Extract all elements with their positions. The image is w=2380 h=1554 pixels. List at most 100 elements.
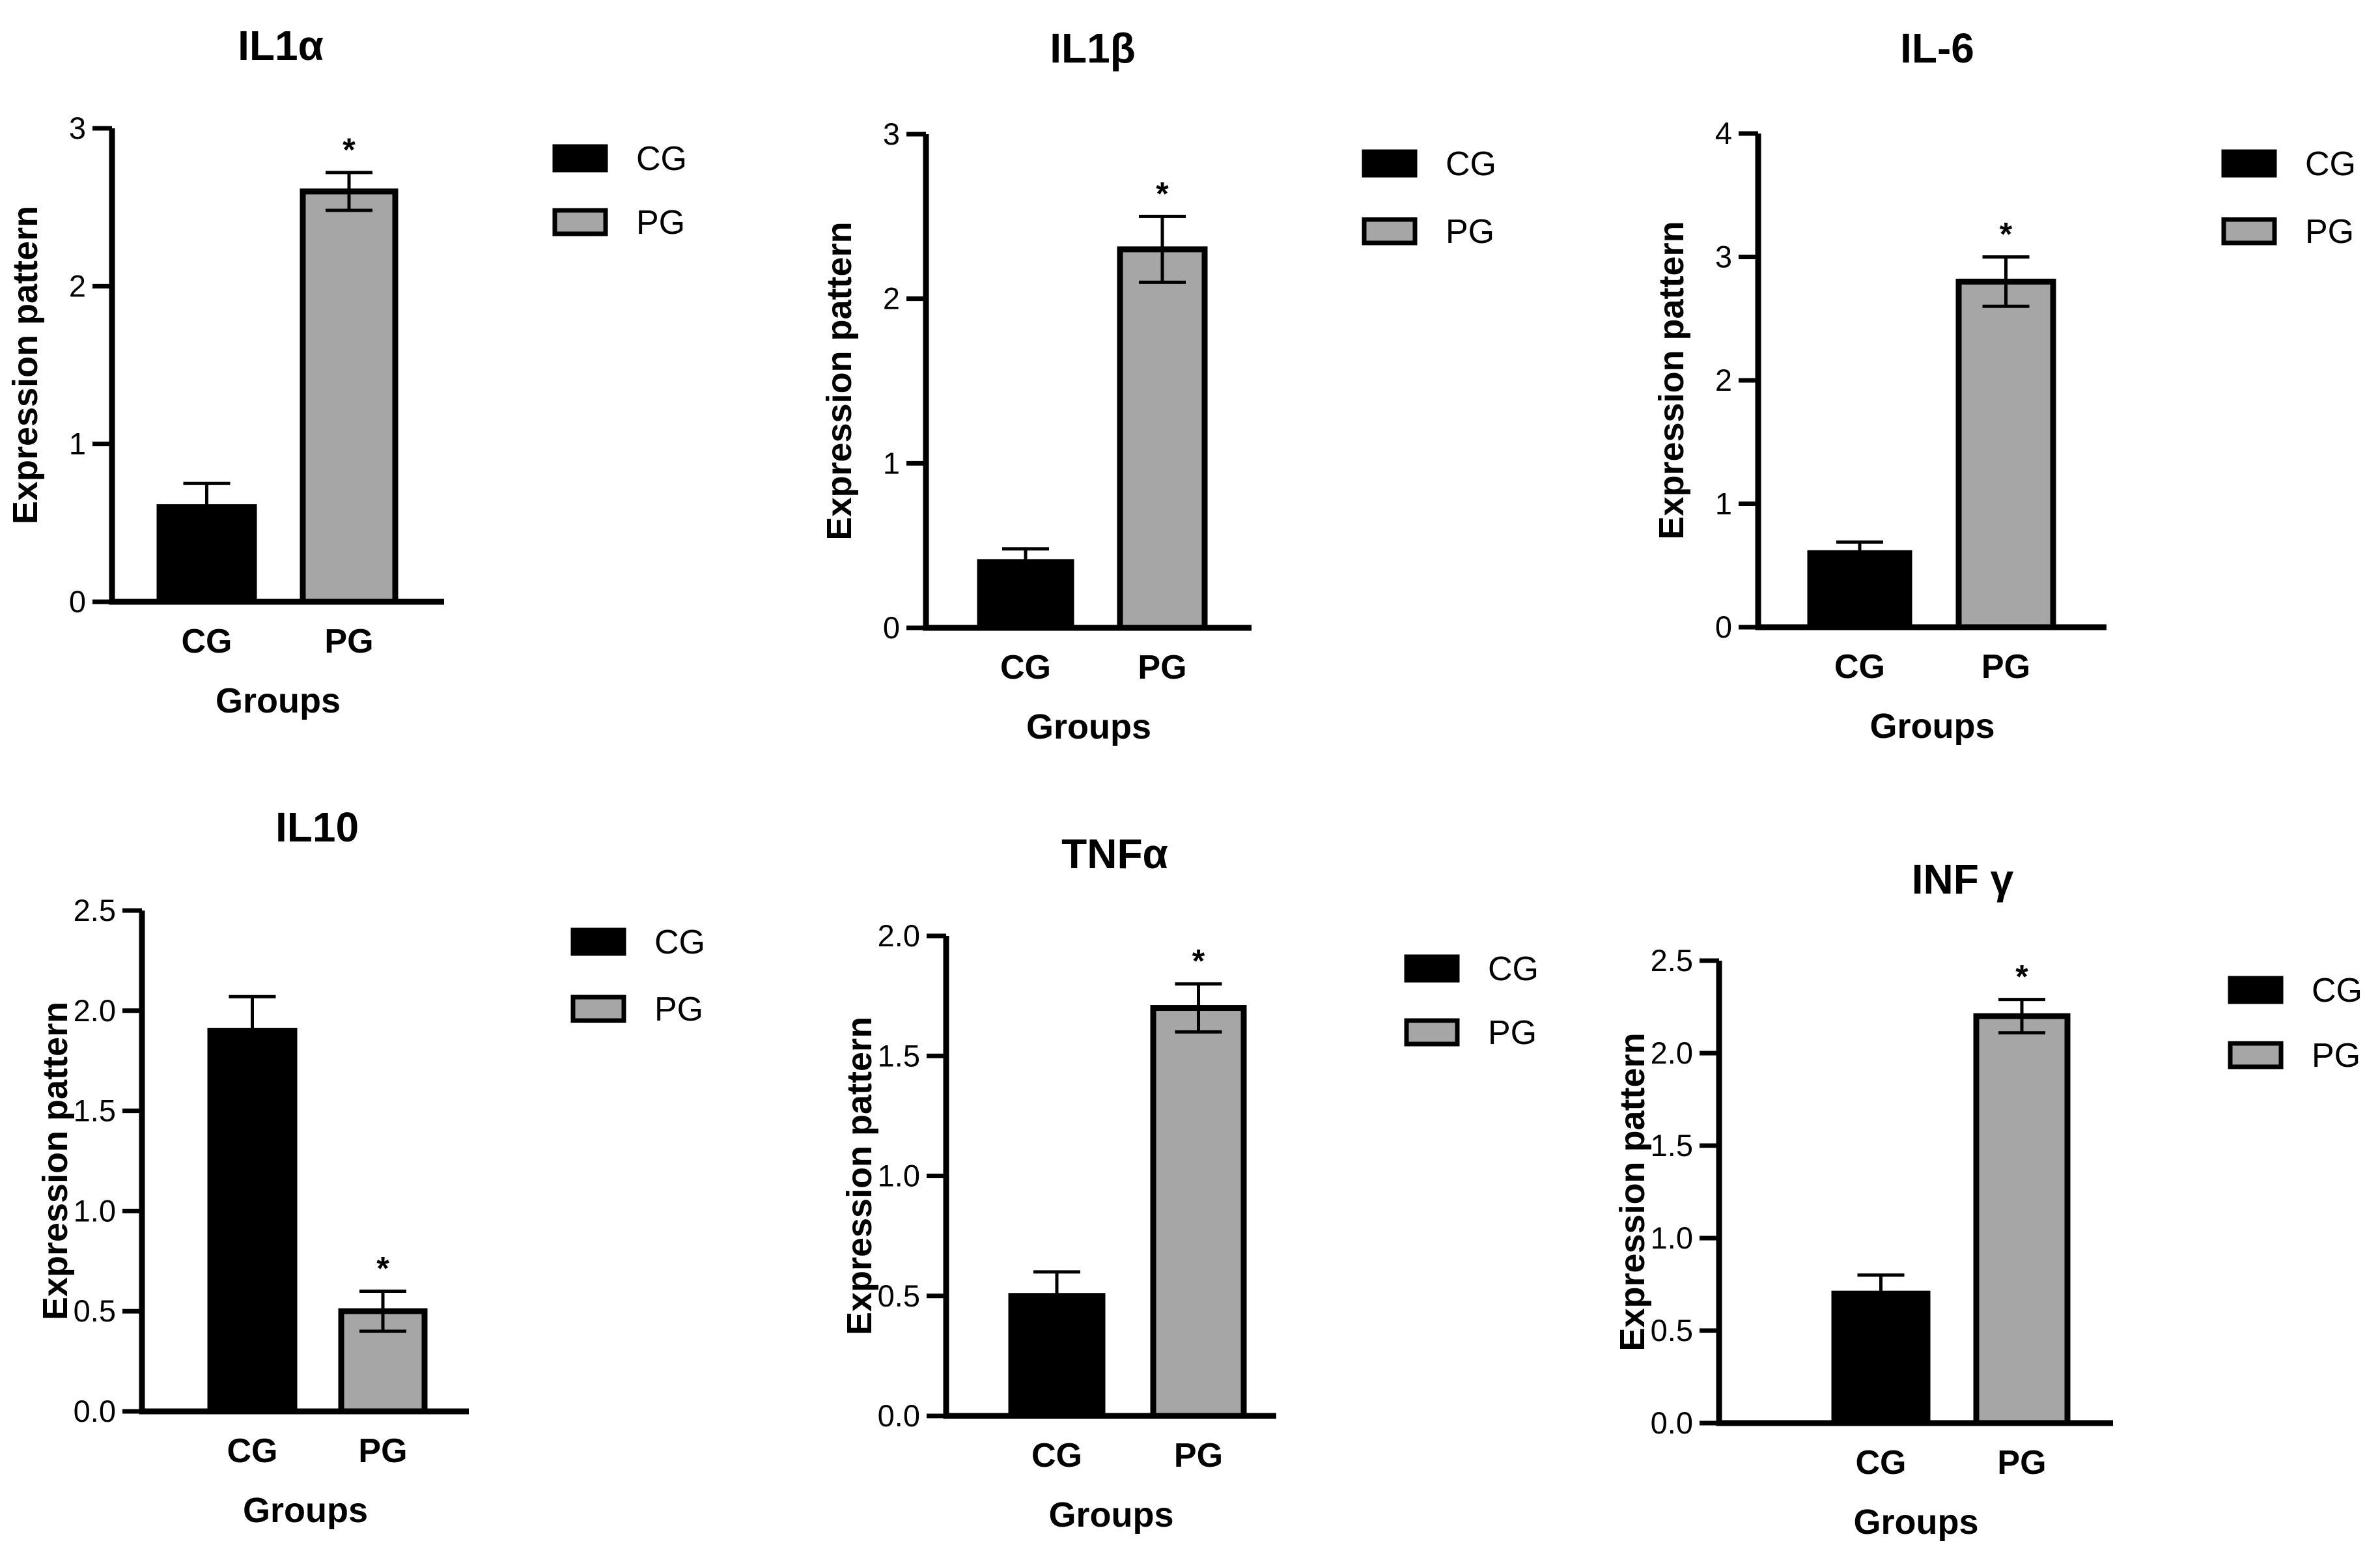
y-tick-label: 2.0 [1651, 1036, 1693, 1070]
legend-swatch-cg [570, 927, 626, 956]
y-tick-label: 2.5 [74, 893, 116, 927]
chart-panel-5: TNFα0.00.51.01.52.0CG*PGGroupsExpression… [840, 830, 1539, 1534]
chart-panel-2: IL1β 0 1 2 3 CG * PG Groups Expression pattern CG P… [820, 25, 1496, 746]
legend-label: PG [2305, 213, 2354, 251]
x-axis-label: Groups [1853, 1503, 1978, 1542]
legend-label: CG [636, 140, 687, 178]
y-tick-label: 3 [883, 117, 900, 151]
bar-pg [300, 188, 399, 605]
x-axis-label: Groups [1048, 1495, 1173, 1534]
y-tick-label: 0 [883, 610, 900, 645]
y-axis-label: Expression pattern [840, 1017, 879, 1335]
y-tick-label: 2 [883, 281, 900, 316]
legend: CG PG [570, 924, 705, 1028]
legend-label: PG [2312, 1037, 2360, 1075]
x-axis-label: Groups [1869, 707, 1995, 746]
legend-swatch-cg [2221, 149, 2277, 178]
significance-marker: * [343, 132, 356, 168]
y-tick-label: 0.0 [878, 1398, 920, 1433]
y-tick-label: 1.0 [1651, 1221, 1693, 1255]
x-tick-label: PG [358, 1432, 407, 1470]
y-tick-label: 3 [1715, 240, 1732, 274]
y-tick-label: 1.5 [1651, 1128, 1693, 1163]
legend-swatch-pg [2221, 217, 2277, 246]
legend-label: CG [1488, 950, 1539, 988]
x-tick-label: CG [1031, 1437, 1082, 1475]
bar-pg [1955, 278, 2056, 630]
legend-swatch-pg [570, 995, 626, 1023]
bar-pg [1117, 246, 1208, 631]
legend: CG PG [2228, 972, 2362, 1075]
chart-panel-6: INF γ 0.0 0.5 1.0 1.5 2.0 2.5 CG * PG Groups Expres… [1613, 856, 2362, 1542]
legend-swatch-cg [552, 144, 608, 173]
y-tick-label: 2.5 [1651, 943, 1693, 978]
significance-marker: * [1156, 175, 1169, 212]
y-tick-label: 2.0 [878, 918, 920, 953]
chart-panel-3: IL-6 0 1 2 3 4 CG * PG Groups Expression pattern CG… [1652, 25, 2356, 746]
y-axis-label: Expression pattern [36, 1002, 75, 1320]
legend-label: PG [1446, 213, 1494, 251]
chart-title: INF γ [1912, 856, 2014, 903]
significance-marker: * [2015, 959, 2028, 995]
y-tick-label: 0.0 [74, 1394, 116, 1428]
y-tick-label: 0.5 [1651, 1313, 1693, 1348]
legend: CG PG [1362, 145, 1496, 251]
y-tick-label: 0.5 [878, 1279, 920, 1313]
chart-panel-4: IL10 0.0 0.5 1.0 1.5 2.0 2.5 CG * PG Groups Express… [36, 804, 705, 1530]
x-tick-label: CG [1834, 648, 1885, 686]
legend-label: CG [2312, 972, 2362, 1010]
legend-label: PG [636, 204, 685, 242]
bar-cg [977, 559, 1074, 631]
legend-swatch-cg [2228, 976, 2284, 1004]
significance-marker: * [376, 1250, 389, 1286]
chart-panel-1: IL1α 0 1 2 3 CG * PG Groups Expression pattern CG P… [6, 22, 687, 720]
x-tick-label: PG [1997, 1444, 2046, 1482]
chart-title: IL1β [1050, 25, 1136, 72]
y-tick-label: 1.5 [878, 1038, 920, 1073]
legend-label: CG [1446, 145, 1496, 183]
y-tick-label: 0 [69, 584, 86, 619]
legend-label: PG [1488, 1014, 1537, 1052]
legend-swatch-pg [1362, 217, 1418, 246]
y-tick-label: 1 [883, 445, 900, 480]
legend-label: PG [654, 991, 703, 1028]
x-tick-label: PG [324, 623, 373, 660]
legend-swatch-cg [1404, 954, 1460, 983]
y-axis-label: Expression pattern [1613, 1032, 1652, 1351]
y-axis-label: Expression pattern [1652, 221, 1691, 539]
legend-label: CG [2305, 145, 2356, 183]
y-tick-label: 1.0 [878, 1159, 920, 1193]
legend-swatch-pg [552, 208, 608, 236]
y-tick-label: 0.0 [1651, 1406, 1693, 1440]
x-axis-label: Groups [216, 681, 341, 720]
y-tick-label: 0.5 [74, 1293, 116, 1328]
bar-cg [207, 1028, 298, 1415]
y-tick-label: 2 [1715, 363, 1732, 397]
x-tick-label: PG [1138, 649, 1186, 686]
y-tick-label: 1 [1715, 487, 1732, 521]
x-tick-label: PG [1981, 648, 2030, 686]
chart-title: IL1α [238, 22, 324, 69]
y-axis-label: Expression pattern [820, 221, 859, 540]
significance-marker: * [1192, 943, 1205, 980]
bar-pg [1973, 1013, 2071, 1426]
y-tick-label: 2.0 [74, 993, 116, 1028]
legend: CG PG [1404, 950, 1539, 1052]
x-tick-label: CG [1856, 1444, 1907, 1482]
x-tick-label: PG [1174, 1437, 1223, 1475]
x-tick-label: CG [1000, 649, 1051, 686]
chart-title: IL10 [275, 804, 359, 851]
y-tick-label: 1.0 [74, 1193, 116, 1228]
significance-marker: * [2000, 216, 2013, 253]
y-tick-label: 4 [1715, 116, 1732, 150]
x-tick-label: CG [182, 623, 232, 660]
bar-cg [1831, 1290, 1931, 1426]
legend-swatch-pg [1404, 1018, 1460, 1047]
legend-label: CG [654, 924, 705, 961]
chart-title: IL-6 [1900, 25, 1974, 72]
legend-swatch-cg [1362, 149, 1418, 178]
y-tick-label: 3 [69, 111, 86, 145]
bar-cg [1807, 550, 1912, 630]
x-tick-label: CG [227, 1432, 278, 1470]
legend: CG PG [552, 140, 687, 242]
